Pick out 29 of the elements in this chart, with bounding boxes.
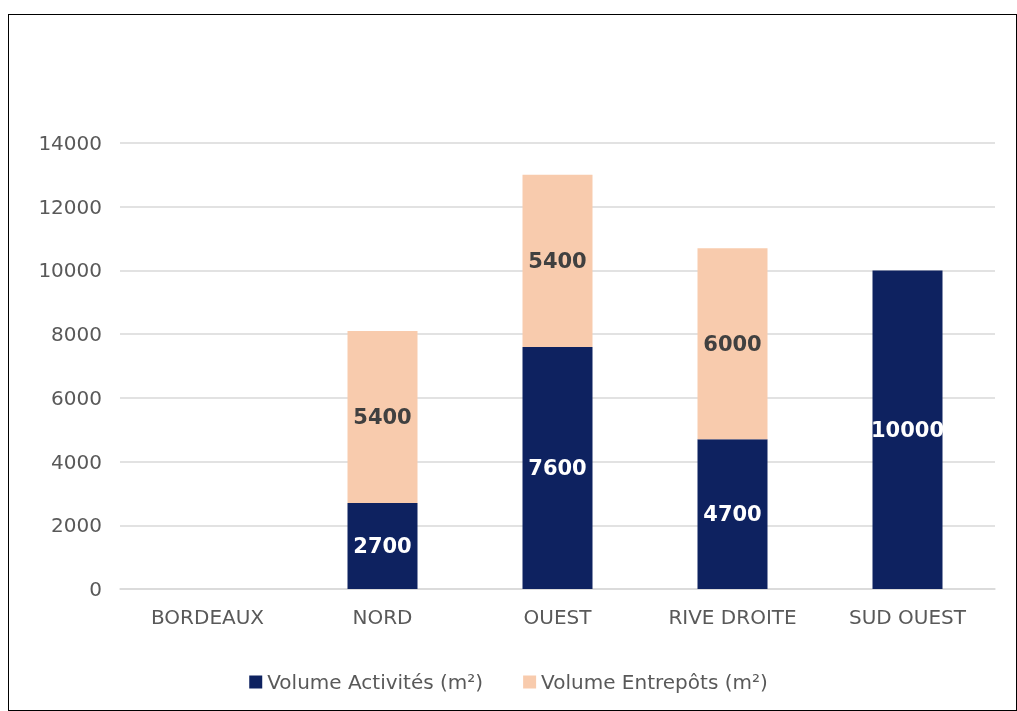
bar — [522, 174, 593, 347]
data-label: 4700 — [703, 502, 762, 527]
data-label: 5400 — [528, 248, 587, 273]
y-tick-label: 0 — [89, 577, 102, 601]
bar — [347, 330, 418, 503]
bar — [697, 248, 768, 440]
y-tick-label: 4000 — [51, 449, 102, 474]
x-tick-label: SUD OUEST — [848, 605, 967, 629]
x-tick-label: BORDEAUX — [150, 605, 265, 629]
y-tick-label: 12000 — [38, 194, 102, 219]
bar — [697, 439, 768, 589]
bar — [522, 346, 593, 589]
y-tick-label: 14000 — [38, 131, 102, 155]
bar — [347, 502, 418, 589]
data-label: 2700 — [353, 533, 412, 558]
bar — [872, 270, 943, 589]
data-label: 10000 — [870, 417, 945, 442]
data-label: 5400 — [353, 404, 412, 429]
y-tick-label: 6000 — [51, 385, 102, 410]
legend-label: Volume Activités (m²) — [267, 670, 484, 694]
x-tick-label: OUEST — [523, 605, 593, 629]
x-tick-label: NORD — [352, 605, 413, 629]
data-label: 6000 — [703, 331, 762, 356]
data-label: 7600 — [528, 455, 587, 480]
y-tick-label: 8000 — [51, 322, 102, 347]
y-tick-label: 10000 — [38, 258, 102, 283]
x-tick-label: RIVE DROITE — [668, 605, 797, 629]
legend-label: Volume Entrepôts (m²) — [541, 670, 768, 694]
y-tick-label: 2000 — [51, 513, 102, 538]
